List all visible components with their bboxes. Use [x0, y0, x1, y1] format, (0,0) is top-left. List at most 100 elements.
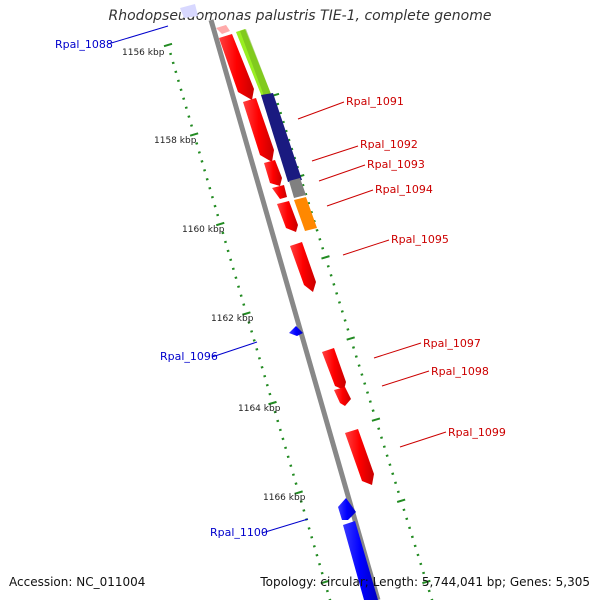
gene-label-rpal-1097: Rpal_1097 — [423, 337, 481, 350]
gene-label-rpal-1098: Rpal_1098 — [431, 365, 489, 378]
inner-ruler-tick — [197, 151, 201, 154]
gene-arrow-rpal-1093[interactable] — [272, 185, 287, 199]
inner-ruler-tick — [268, 400, 277, 406]
inner-ruler-tick — [302, 509, 306, 512]
gene-features — [219, 34, 378, 600]
gene-label-rpal-1100: Rpal_1100 — [210, 526, 268, 539]
outer-ruler-tick — [329, 274, 333, 277]
gene-arrow-rpal-1097[interactable] — [322, 348, 346, 390]
tick-label-1158: 1158 kbp — [154, 136, 197, 146]
outer-ruler-tick — [396, 490, 400, 494]
inner-ruler-tick — [281, 437, 285, 441]
gene-label-rpal-1095: Rpal_1095 — [391, 233, 449, 246]
gene-arrow-rpal-1100[interactable] — [343, 521, 378, 600]
inner-ruler-tick — [179, 88, 183, 92]
gene-arrow-rpal-1100a[interactable] — [338, 498, 356, 520]
inner-ruler-tick — [231, 267, 235, 271]
outer-ruler-tick — [340, 310, 344, 313]
gene-arrow-rpal-1098[interactable] — [334, 387, 351, 406]
inner-ruler-tick — [213, 204, 217, 208]
outer-ruler-tick — [315, 228, 319, 232]
outer-ruler-tick — [366, 391, 370, 394]
inner-ruler-tick — [242, 311, 251, 316]
inner-ruler-tick — [215, 221, 225, 227]
tick-label-1160: 1160 kbp — [182, 225, 225, 235]
gene-arrow-rpal-1095[interactable] — [290, 242, 316, 292]
inner-ruler-tick — [190, 124, 194, 127]
outer-ruler-tick — [337, 301, 341, 304]
inner-ruler-tick — [294, 482, 298, 485]
leader-rpal-1088 — [107, 25, 169, 45]
inner-ruler-tick — [223, 240, 227, 244]
outer-ruler-tick — [427, 589, 431, 593]
inner-ruler-tick — [265, 383, 269, 387]
inner-ruler-tick — [255, 348, 259, 351]
inner-ruler-tick — [184, 106, 188, 109]
outer-ruler-tick — [343, 319, 347, 322]
accession-text: Accession: NC_011004 — [9, 575, 146, 589]
outer-ruler-tick — [332, 283, 336, 286]
inner-ruler-tick — [229, 258, 233, 262]
leader-rpal-1096 — [211, 341, 258, 358]
inner-ruler-tick — [171, 61, 175, 65]
gene-arrow-rpal-1096[interactable] — [289, 326, 303, 336]
outer-ruler-tick — [357, 364, 361, 367]
inner-ruler-tick — [320, 571, 324, 575]
gene-arrow-rpal-1091[interactable] — [243, 98, 274, 162]
inner-ruler-tick — [205, 177, 209, 181]
gene-fragment-top-blue — [180, 4, 198, 18]
outer-ruler-tick — [321, 246, 325, 250]
genome-title: Rhodopseudomonas palustris TIE-1, comple… — [108, 8, 492, 24]
gene-fragment-top — [216, 25, 230, 34]
outer-ruler-tick — [335, 292, 339, 295]
outer-ruler-tick — [377, 427, 381, 430]
gene-arrow-rpal-1094[interactable] — [277, 201, 298, 232]
inner-ruler-tick — [237, 285, 241, 289]
inner-ruler-tick — [239, 294, 243, 297]
leader-rpal-1092 — [311, 145, 359, 162]
leader-rpal-1100 — [261, 518, 309, 534]
inner-ruler-tick — [268, 392, 272, 396]
outer-ruler-tick — [391, 472, 395, 476]
leader-rpal-1095 — [342, 239, 390, 256]
gene-arrow-rpal-1090[interactable] — [219, 34, 254, 100]
gene-arrow-rpal-1099[interactable] — [345, 429, 374, 485]
cog-strip-orange — [294, 197, 317, 231]
inner-ruler-tick — [252, 339, 256, 342]
gene-label-rpal-1099: Rpal_1099 — [448, 426, 506, 439]
inner-ruler-tick — [278, 428, 282, 432]
inner-ruler-tick — [260, 365, 264, 369]
inner-ruler-tick — [169, 52, 173, 56]
inner-ruler-tick — [286, 455, 290, 459]
inner-ruler-tick — [299, 500, 303, 503]
inner-ruler-tick — [325, 589, 329, 593]
outer-ruler-tick — [318, 237, 322, 241]
inner-ruler-tick — [257, 356, 261, 360]
gene-arrow-rpal-1092[interactable] — [264, 160, 282, 186]
outer-ruler-tick — [410, 535, 414, 539]
outer-ruler-tick — [385, 454, 389, 458]
inner-ruler-tick — [263, 374, 267, 378]
gene-label-rpal-1088: Rpal_1088 — [55, 38, 113, 51]
outer-ruler-tick — [416, 553, 420, 557]
outer-ruler-tick — [276, 102, 280, 106]
outer-ruler-tick — [413, 544, 417, 548]
outer-ruler-tick — [422, 571, 426, 575]
outer-ruler-tick — [321, 255, 330, 260]
inner-ruler-tick — [200, 160, 204, 163]
inner-ruler-tick — [163, 42, 173, 48]
leader-rpal-1098 — [381, 370, 430, 387]
leader-rpal-1091 — [297, 101, 345, 120]
inner-ruler-tick — [187, 115, 191, 118]
gene-label-rpal-1093: Rpal_1093 — [367, 158, 425, 171]
outer-ruler-tick — [382, 445, 386, 449]
inner-ruler-tick — [195, 142, 199, 145]
tick-label-1162: 1162 kbp — [211, 314, 254, 324]
gene-label-rpal-1092: Rpal_1092 — [360, 138, 418, 151]
outer-ruler-tick — [371, 417, 381, 422]
inner-ruler-tick — [276, 419, 280, 423]
outer-ruler-tick — [346, 328, 350, 331]
outer-ruler-tick — [388, 463, 392, 467]
inner-ruler-tick — [289, 464, 293, 468]
